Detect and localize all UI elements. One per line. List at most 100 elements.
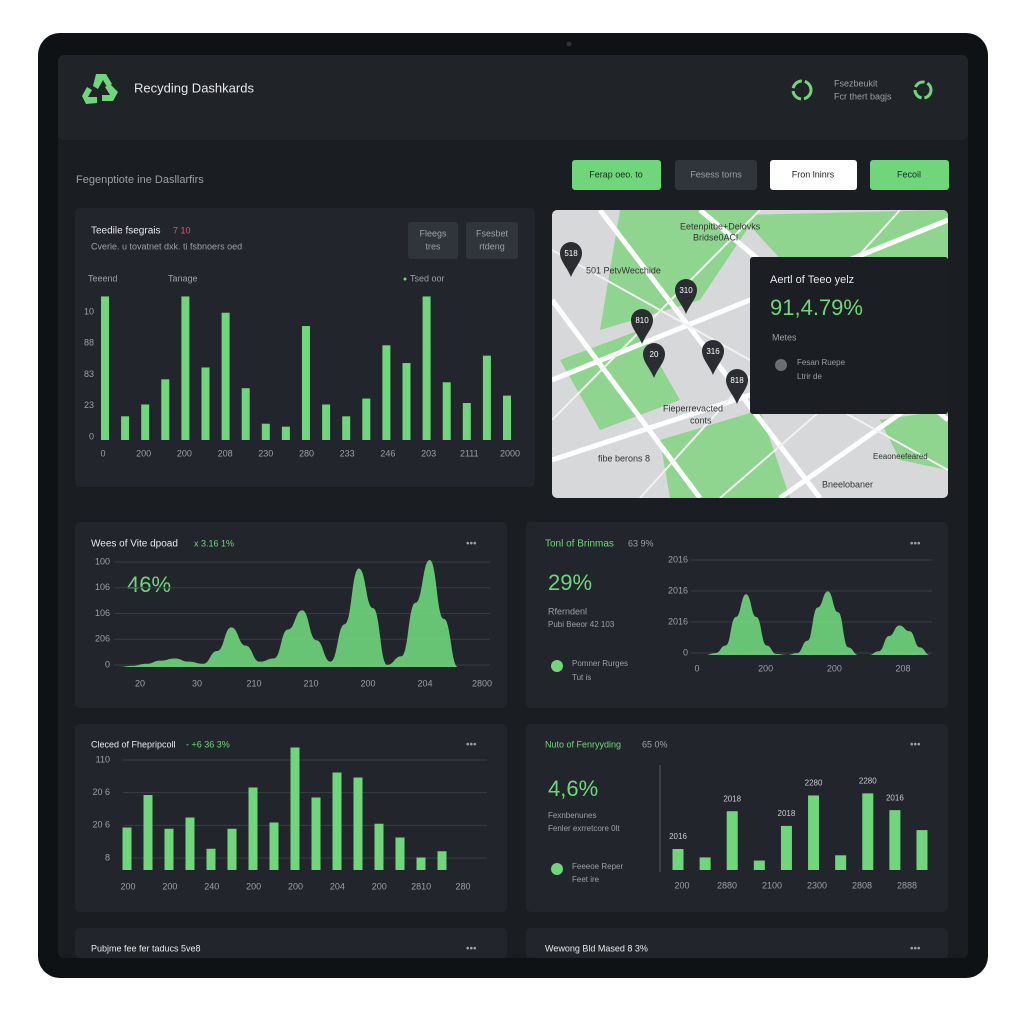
legend-label: Feeeoe Reper	[572, 862, 623, 871]
header-icon	[791, 79, 813, 101]
bar	[302, 326, 310, 440]
bar	[227, 828, 237, 870]
x-tick-label: 2880	[717, 880, 737, 890]
x-tick-label: 0	[100, 448, 105, 458]
bar	[437, 851, 447, 870]
big-number: 29%	[548, 570, 592, 595]
button-label[interactable]: Fleegs	[419, 228, 447, 238]
map-label: Bneelobaner	[822, 479, 873, 489]
bar	[862, 793, 874, 870]
bar	[141, 404, 150, 440]
badge: x 3.16 1%	[194, 538, 234, 548]
panel-title: Nuto of Fenryyding	[545, 739, 621, 749]
menu[interactable]: •••	[466, 539, 477, 550]
legend-label: Ltrir de	[797, 372, 822, 381]
panel-title: Cleced of Fhepripcoll	[91, 739, 176, 749]
bar	[221, 312, 230, 440]
bar	[672, 849, 684, 870]
data-label: 2018	[723, 794, 741, 803]
y-tick-label: 0	[683, 647, 688, 657]
pin-label: 818	[730, 376, 744, 385]
menu[interactable]: •••	[466, 740, 477, 751]
y-tick-label: 106	[95, 582, 110, 592]
map-pin	[702, 340, 724, 375]
caption: Rferndenl	[548, 606, 587, 616]
bar	[780, 825, 792, 870]
y-tick-label: 110	[96, 754, 110, 764]
caption: Fenler exrretcore 0lt	[548, 824, 620, 833]
button[interactable]	[408, 222, 458, 259]
app-title: Recyding Dashkards	[134, 80, 254, 95]
button-label[interactable]: Ferap oeo. to	[589, 169, 643, 179]
panel-title: Wewong Bld Mased 8 3%	[545, 943, 648, 953]
x-tick-label: 208	[895, 663, 910, 673]
bar	[181, 296, 190, 440]
legend-label: Fesan Ruepe	[797, 358, 846, 367]
map-pins: 518 310 810 20 316 818	[560, 242, 748, 404]
bar	[206, 848, 216, 870]
x-tick-label: 2810	[411, 881, 431, 891]
menu[interactable]: •••	[910, 944, 921, 955]
header-icon	[913, 80, 933, 100]
bar	[353, 777, 363, 870]
button[interactable]	[675, 160, 757, 190]
menu[interactable]: •••	[910, 740, 921, 751]
bar	[422, 296, 431, 440]
badge: - +6 36 3%	[186, 739, 230, 749]
y-tick-label: 2016	[668, 554, 688, 564]
x-tick-label: 30	[192, 678, 202, 688]
caption: Fexnbenunes	[548, 811, 596, 820]
bar	[281, 426, 290, 440]
bar	[808, 795, 820, 870]
bar	[402, 363, 411, 440]
bar	[261, 423, 270, 440]
y-tick-label: 100	[95, 556, 110, 566]
map-label: Eetenpitbe+Delovks	[680, 221, 761, 231]
y-tick-label: 20 6	[92, 820, 110, 830]
x-tick-label: 233	[340, 448, 355, 458]
legend-dot	[551, 660, 563, 672]
button[interactable]	[572, 160, 661, 190]
bar	[322, 404, 331, 440]
x-tick-label: 2111	[460, 448, 479, 458]
legend-label: Tut is	[572, 673, 591, 682]
button-label[interactable]: Fsesbet	[476, 228, 509, 238]
x-tick-label: 200	[246, 881, 261, 891]
x-tick-label: 20	[135, 678, 145, 688]
bar	[290, 747, 300, 870]
data-label: 2016	[669, 832, 687, 841]
x-tick-label: 2300	[807, 880, 827, 890]
bar	[101, 296, 109, 440]
button-label[interactable]: Fecoil	[897, 169, 921, 179]
map-label: 501 PetvWecchide	[586, 265, 661, 275]
button-label[interactable]: Fron lninrs	[792, 169, 835, 179]
big-number: 4,6%	[548, 776, 598, 801]
button-label[interactable]: tres	[425, 241, 441, 251]
menu[interactable]: •••	[910, 539, 921, 550]
x-tick-label: 200	[372, 881, 387, 891]
menu[interactable]: •••	[466, 944, 477, 955]
button[interactable]	[770, 160, 857, 190]
bar	[164, 828, 174, 870]
button[interactable]	[466, 222, 518, 259]
x-tick-label: 204	[330, 881, 345, 891]
x-tick-label: 204	[417, 678, 432, 688]
bar	[311, 797, 321, 870]
button-label[interactable]: Fesess torns	[690, 169, 742, 179]
bar	[121, 416, 130, 440]
x-tick-label: 0	[694, 663, 699, 673]
map-pin	[560, 242, 582, 277]
button-label[interactable]: rtdeng	[479, 241, 505, 251]
button[interactable]	[870, 160, 949, 190]
x-tick-label: 280	[299, 448, 314, 458]
big-number: 46%	[127, 572, 171, 597]
pin-label: 316	[706, 347, 720, 356]
x-tick-label: 240	[204, 881, 219, 891]
x-tick-label: 200	[177, 448, 192, 458]
bar	[382, 345, 391, 440]
x-tick-label: 2100	[762, 880, 782, 890]
x-tick-label: 210	[303, 678, 318, 688]
x-tick-label: 230	[258, 448, 273, 458]
